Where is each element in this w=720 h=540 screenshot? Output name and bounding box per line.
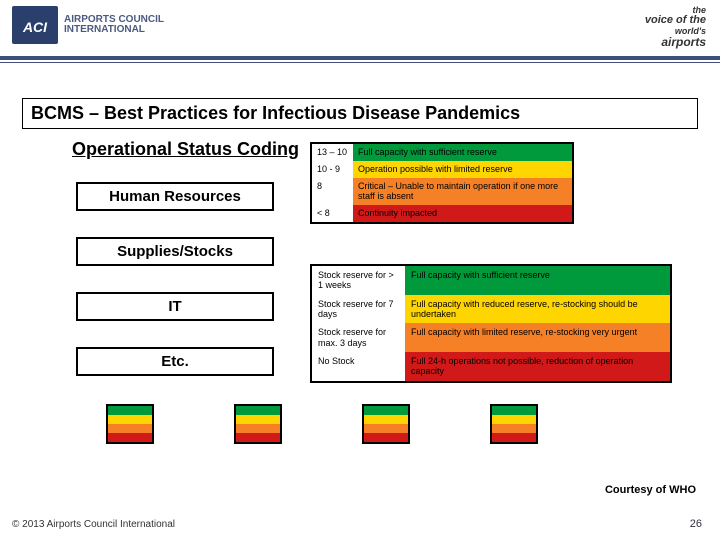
status-bar-stripe [364,433,408,442]
stock-status-key: Stock reserve for 7 days [311,295,405,324]
category-box-supplies: Supplies/Stocks [76,237,274,266]
category-box-etc: Etc. [76,347,274,376]
status-bar-row [106,404,538,444]
header-rule-thick [0,56,720,60]
hr-status-desc: Critical – Unable to maintain operation … [353,178,573,206]
hr-status-key: < 8 [311,205,353,223]
category-box-hr: Human Resources [76,182,274,211]
hr-status-key: 8 [311,178,353,206]
status-bar-stripe [236,424,280,433]
stock-status-row: No StockFull 24-h operations not possibl… [311,352,671,382]
hr-status-desc: Full capacity with sufficient reserve [353,143,573,161]
tagline-l2: voice of the [645,14,706,26]
status-bar-stripe [492,433,536,442]
stock-status-row: Stock reserve for 7 daysFull capacity wi… [311,295,671,324]
hr-status-row: 10 - 9Operation possible with limited re… [311,161,573,178]
hr-status-key: 10 - 9 [311,161,353,178]
hr-status-desc: Continuity impacted [353,205,573,223]
stock-status-desc: Full 24-h operations not possible, reduc… [405,352,671,382]
stock-status-key: Stock reserve for max. 3 days [311,323,405,352]
stock-status-key: Stock reserve for > 1 weeks [311,265,405,295]
status-bar-stripe [108,433,152,442]
status-bar-stripe [364,415,408,424]
tagline: the voice of the world's airports [645,6,706,49]
hr-status-row: 8Critical – Unable to maintain operation… [311,178,573,206]
stock-status-table: Stock reserve for > 1 weeksFull capacity… [310,264,672,383]
status-bar-stripe [108,424,152,433]
header: ACI AIRPORTS COUNCIL INTERNATIONAL the v… [0,0,720,72]
hr-status-row: < 8Continuity impacted [311,205,573,223]
logo-line2: INTERNATIONAL [64,25,164,36]
stock-status-desc: Full capacity with limited reserve, re-s… [405,323,671,352]
content: Human Resources Supplies/Stocks IT Etc. … [0,164,720,490]
stock-status-desc: Full capacity with reduced reserve, re-s… [405,295,671,324]
hr-status-desc: Operation possible with limited reserve [353,161,573,178]
attribution: Courtesy of WHO [605,484,696,496]
footer-copyright: © 2013 Airports Council International [12,519,175,530]
logo: ACI AIRPORTS COUNCIL INTERNATIONAL [12,6,164,44]
stock-status-key: No Stock [311,352,405,382]
status-bar [362,404,410,444]
status-bar-stripe [108,415,152,424]
tagline-l4: airports [661,35,706,49]
page-number: 26 [690,518,702,530]
copyright-text: © 2013 Airports Council International [12,519,175,530]
stock-status-desc: Full capacity with sufficient reserve [405,265,671,295]
stock-status-row: Stock reserve for max. 3 daysFull capaci… [311,323,671,352]
header-rule-thin [0,62,720,63]
hr-status-key: 13 – 10 [311,143,353,161]
status-bar-stripe [236,406,280,415]
status-bar-stripe [236,415,280,424]
category-box-it: IT [76,292,274,321]
status-bar-stripe [492,424,536,433]
category-column: Human Resources Supplies/Stocks IT Etc. [76,182,274,376]
hr-status-table: 13 – 10Full capacity with sufficient res… [310,142,574,224]
hr-status-row: 13 – 10Full capacity with sufficient res… [311,143,573,161]
status-bar [106,404,154,444]
status-bar-stripe [492,406,536,415]
page-title: BCMS – Best Practices for Infectious Dis… [31,103,520,123]
stock-status-row: Stock reserve for > 1 weeksFull capacity… [311,265,671,295]
logo-text: AIRPORTS COUNCIL INTERNATIONAL [64,15,164,36]
status-bar-stripe [492,415,536,424]
status-bar-stripe [108,406,152,415]
status-bar [490,404,538,444]
status-bar [234,404,282,444]
logo-mark: ACI [12,6,58,44]
status-bar-stripe [364,406,408,415]
page-title-box: BCMS – Best Practices for Infectious Dis… [22,98,698,129]
status-bar-stripe [236,433,280,442]
status-bar-stripe [364,424,408,433]
